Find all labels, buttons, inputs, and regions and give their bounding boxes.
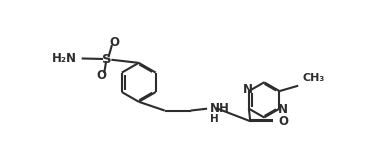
Text: S: S (102, 53, 112, 66)
Text: H: H (210, 114, 219, 124)
Text: CH₃: CH₃ (302, 73, 325, 83)
Text: N: N (278, 104, 288, 116)
Text: N: N (243, 83, 253, 96)
Text: NH: NH (210, 102, 230, 115)
Text: O: O (96, 69, 106, 82)
Text: O: O (109, 36, 119, 49)
Text: O: O (279, 115, 289, 128)
Text: H₂N: H₂N (52, 52, 77, 65)
